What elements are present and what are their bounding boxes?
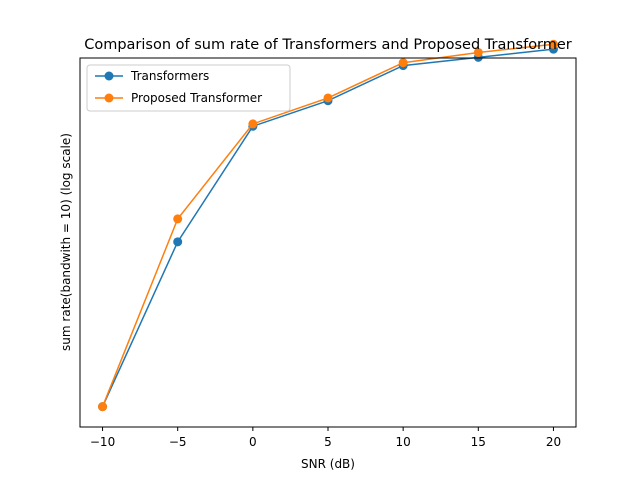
data-point-proposed-transformer xyxy=(473,47,483,57)
data-point-proposed-transformer xyxy=(248,119,258,129)
x-axis-ticks: −10 −5 0 5 10 15 20 xyxy=(90,427,561,449)
x-axis-label: SNR (dB) xyxy=(301,457,355,471)
x-tick-label: 5 xyxy=(324,435,332,449)
legend-box xyxy=(86,64,291,112)
legend: Transformers Proposed Transformer xyxy=(86,64,291,112)
data-point-proposed-transformer xyxy=(98,402,108,412)
series-layer xyxy=(98,39,558,412)
legend-label-proposed-transformer: Proposed Transformer xyxy=(131,91,262,105)
data-point-proposed-transformer xyxy=(398,58,408,68)
data-point-proposed-transformer xyxy=(173,214,183,224)
data-point-proposed-transformer xyxy=(548,39,558,49)
y-axis-label: sum rate(bandwith = 10) (log scale) xyxy=(59,133,73,351)
x-tick-label: 20 xyxy=(546,435,561,449)
data-point-proposed-transformer xyxy=(323,93,333,103)
data-point-transformers xyxy=(173,237,183,247)
x-tick-label: 0 xyxy=(249,435,257,449)
legend-marker-transformers xyxy=(104,71,114,81)
legend-label-transformers: Transformers xyxy=(130,69,209,83)
legend-marker-proposed-transformer xyxy=(104,93,114,103)
x-tick-label: 10 xyxy=(396,435,411,449)
x-tick-label: −5 xyxy=(169,435,187,449)
x-tick-label: 15 xyxy=(471,435,486,449)
chart-title: Comparison of sum rate of Transformers a… xyxy=(84,37,572,53)
x-tick-label: −10 xyxy=(90,435,115,449)
